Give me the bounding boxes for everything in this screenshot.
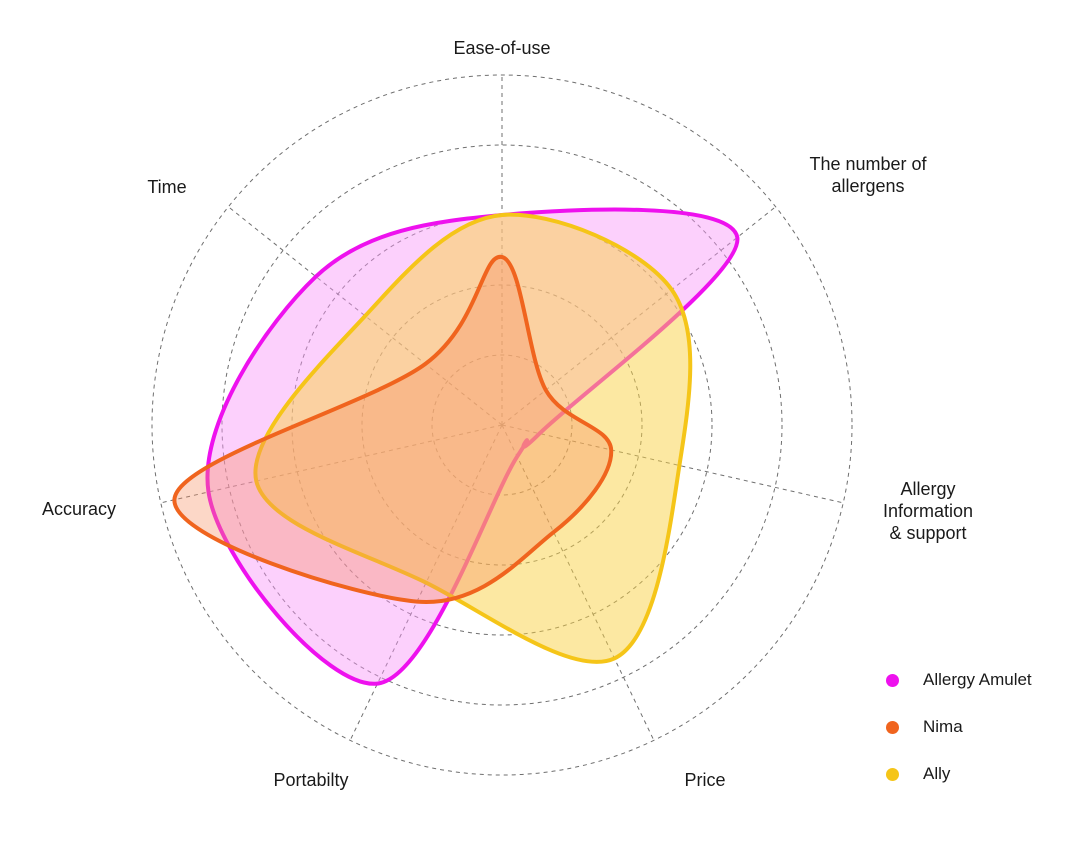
axis-label-line: allergens [831,176,904,196]
axis-label-price: Price [684,770,725,790]
grid-ring-4 [221,144,783,706]
axis-label-line: & support [889,523,966,543]
axis-label-line: Accuracy [42,499,116,519]
series-areas [172,207,740,686]
legend-swatch-nima [886,720,899,734]
axis-label-line: Ease-of-use [453,38,550,58]
legend-item-nima: Nima [884,715,1074,739]
axis-label-ease: Ease-of-use [453,38,550,58]
legend-label-nima: Nima [923,717,963,736]
legend-label-ally: Ally [923,764,951,783]
axis-label-info: Allergy Information & support [883,479,973,543]
series-area-nima [172,254,614,604]
axis-label-accuracy: Accuracy [42,499,116,519]
series-area-ally [253,212,693,664]
axis-label-line: Time [147,177,186,197]
legend: Allergy Amulet Nima Ally [884,668,1074,809]
axis-label-line: Allergy [900,479,955,499]
axis-label-line: Information [883,501,973,521]
legend-item-ally: Ally [884,762,1074,786]
axis-label-portability: Portabilty [273,770,348,790]
legend-swatch-ally [886,767,899,781]
axis-label-time: Time [147,177,186,197]
axis-label-line: The number of [809,154,927,174]
legend-swatch-allergy-amulet [886,673,899,687]
axis-label-allergens: The number of allergens [809,154,927,196]
axis-labels: Ease-of-use The number of allergens Allergy… [42,38,973,790]
legend-item-allergy-amulet: Allergy Amulet [884,668,1074,692]
axis-label-line: Portabilty [273,770,348,790]
axis-label-line: Price [684,770,725,790]
legend-label-allergy-amulet: Allergy Amulet [923,670,1032,689]
grid-ring-5 [151,74,853,776]
